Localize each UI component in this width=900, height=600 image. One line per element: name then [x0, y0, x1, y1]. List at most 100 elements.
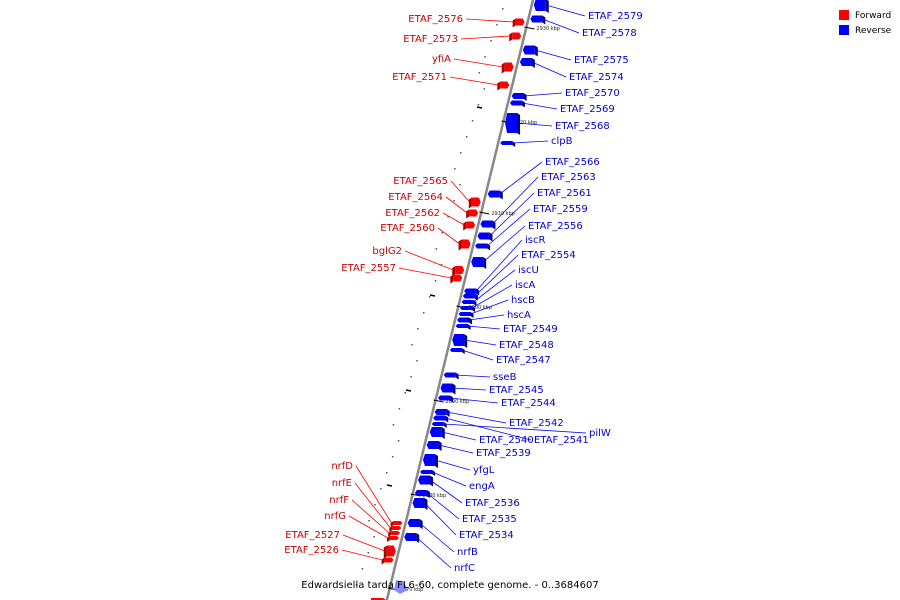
reverse-gene-label[interactable]: iscA	[515, 280, 535, 291]
forward-gene-label[interactable]: ETAF_2526	[284, 545, 339, 556]
tick-label: 2890 kbp	[446, 399, 470, 405]
reverse-gene-label[interactable]: ETAF_2542	[509, 418, 564, 429]
reverse-gene-label[interactable]: ETAF_2570	[565, 88, 620, 99]
forward-gene-feature	[383, 545, 396, 559]
gene-connector	[534, 49, 572, 61]
reverse-gene-label[interactable]: clpB	[551, 136, 573, 147]
forward-gene-label[interactable]: bglG2	[372, 246, 402, 257]
reverse-gene-label[interactable]: ETAF_2541	[534, 435, 589, 446]
forward-gene-label[interactable]: ETAF_2571	[392, 72, 447, 83]
gene-connector	[424, 502, 457, 536]
scale-dot	[483, 88, 486, 90]
forward-gene-label[interactable]: ETAF_2576	[408, 14, 463, 25]
scale-dot	[397, 440, 400, 442]
gene-connector	[474, 254, 519, 297]
gene-connector	[455, 374, 491, 378]
reverse-gene-label[interactable]: pilW	[589, 428, 611, 439]
reverse-gene-label[interactable]: ETAF_2561	[537, 188, 592, 199]
reverse-gene-feature	[457, 317, 473, 325]
gene-connector	[482, 225, 526, 263]
gene-connector	[453, 58, 503, 68]
scale-dot	[392, 424, 395, 426]
reverse-gene-feature	[431, 422, 447, 428]
reverse-gene-label[interactable]: iscR	[525, 235, 545, 246]
gene-connector	[443, 423, 587, 434]
reverse-gene-label[interactable]: ETAF_2563	[541, 172, 596, 183]
reverse-gene-label[interactable]: ETAF_2545	[489, 385, 544, 396]
gene-connector	[465, 18, 514, 23]
reverse-gene-label[interactable]: ETAF_2536	[465, 498, 520, 509]
scale-dot	[434, 280, 437, 282]
reverse-gene-label[interactable]: ETAF_2539	[476, 448, 531, 459]
tick-label: 2920 kbp	[514, 120, 538, 126]
forward-gene-label[interactable]: nrfD	[331, 461, 353, 472]
scale-dot	[496, 24, 498, 26]
reverse-gene-feature	[420, 470, 436, 476]
reverse-gene-label[interactable]: ETAF_2535	[462, 514, 517, 525]
gene-connector	[450, 180, 471, 203]
forward-gene-label[interactable]: ETAF_2562	[385, 208, 440, 219]
tick-mark	[433, 399, 444, 403]
reverse-gene-label[interactable]: ETAF_2575	[574, 55, 629, 66]
reverse-gene-label[interactable]: ETAF_2547	[496, 355, 551, 366]
reverse-gene-label[interactable]: ETAF_2559	[533, 204, 588, 215]
scale-dot	[368, 520, 370, 522]
reverse-gene-label[interactable]: ETAF_2569	[560, 104, 615, 115]
forward-gene-label[interactable]: yfiA	[432, 54, 451, 65]
forward-gene-label[interactable]: nrfG	[324, 511, 346, 522]
reverse-gene-label[interactable]: hscA	[507, 310, 531, 321]
reverse-gene-label[interactable]: ETAF_2554	[521, 250, 576, 261]
reverse-gene-label[interactable]: yfgL	[473, 465, 495, 476]
reverse-gene-label[interactable]: ETAF_2568	[555, 121, 610, 132]
gene-connector	[492, 176, 539, 225]
forward-gene-feature	[509, 32, 522, 42]
reverse-gene-label[interactable]: ETAF_2579	[588, 11, 643, 22]
legend-label: Reverse	[855, 26, 892, 36]
gene-connector	[461, 349, 494, 361]
gene-connector	[445, 417, 532, 441]
scale-dot	[453, 200, 455, 202]
scale-dot	[373, 536, 375, 538]
reverse-gene-feature	[471, 257, 487, 269]
gene-connector	[434, 459, 471, 471]
reverse-gene-label[interactable]: ETAF_2534	[459, 530, 514, 541]
reverse-gene-label[interactable]: nrfB	[457, 547, 478, 558]
forward-gene-label[interactable]: ETAF_2565	[393, 176, 448, 187]
reverse-gene-feature	[475, 243, 491, 251]
gene-connector	[521, 102, 558, 110]
gene-connector	[452, 387, 487, 391]
forward-gene-label[interactable]: ETAF_2527	[285, 530, 340, 541]
forward-gene-feature	[381, 557, 394, 565]
reverse-gene-label[interactable]: hscB	[511, 295, 535, 306]
reverse-gene-label[interactable]: ETAF_2578	[582, 28, 637, 39]
forward-gene-label[interactable]: ETAF_2573	[403, 34, 458, 45]
forward-gene-label[interactable]: nrfE	[332, 478, 352, 489]
forward-gene-label[interactable]: ETAF_2564	[388, 192, 443, 203]
forward-gene-label[interactable]: ETAF_2560	[380, 223, 435, 234]
scale-dot	[447, 216, 449, 218]
gene-connector	[431, 471, 467, 487]
forward-gene-label[interactable]: nrfF	[329, 495, 349, 506]
reverse-gene-label[interactable]: ETAF_2540	[479, 435, 534, 446]
reverse-gene-feature	[434, 409, 450, 417]
reverse-gene-feature	[530, 15, 546, 25]
reverse-gene-label[interactable]: ETAF_2566	[545, 157, 600, 168]
forward-gene-label[interactable]: ETAF_2557	[341, 263, 396, 274]
scale-dot	[417, 328, 419, 330]
reverse-gene-label[interactable]: ETAF_2549	[503, 324, 558, 335]
scale-dot	[441, 232, 443, 234]
reverse-gene-label[interactable]: nrfC	[454, 563, 475, 574]
reverse-gene-label[interactable]: ETAF_2574	[569, 72, 624, 83]
gene-connector	[429, 479, 463, 504]
tick-mark	[479, 211, 490, 215]
reverse-gene-label[interactable]: ETAF_2548	[499, 340, 554, 351]
forward-gene-feature	[450, 274, 463, 284]
reverse-gene-label[interactable]: iscU	[518, 265, 539, 276]
gene-connector	[354, 482, 391, 529]
gene-connector	[531, 61, 567, 78]
reverse-gene-label[interactable]: sseB	[493, 372, 517, 383]
reverse-gene-label[interactable]: engA	[469, 481, 495, 492]
scale-dot	[361, 568, 364, 570]
reverse-gene-label[interactable]: ETAF_2544	[501, 398, 556, 409]
reverse-gene-label[interactable]: ETAF_2556	[528, 221, 583, 232]
